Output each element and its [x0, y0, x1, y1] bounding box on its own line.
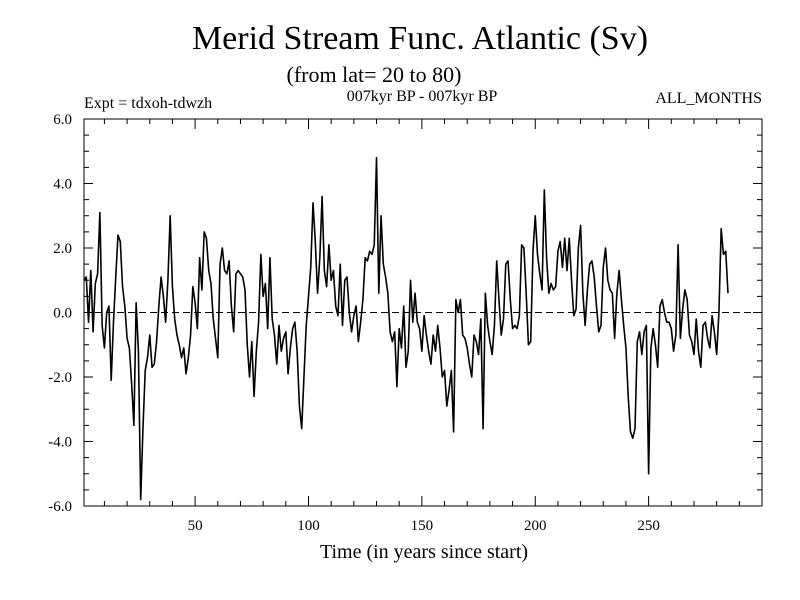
y-tick-label: 0.0 — [53, 306, 72, 322]
chart-title: Merid Stream Func. Atlantic (Sv) — [192, 20, 648, 57]
y-tick-label: -4.0 — [48, 435, 72, 451]
months-label: ALL_MONTHS — [655, 90, 762, 107]
x-tick-label: 100 — [297, 518, 320, 534]
y-tick-label: 2.0 — [53, 241, 72, 257]
expt-label: Expt = tdxoh-tdwzh — [84, 95, 212, 112]
plot-frame — [83, 118, 763, 507]
y-tick-label: -6.0 — [48, 499, 72, 515]
x-tick-label: 50 — [188, 518, 203, 534]
x-tick-label: 200 — [524, 518, 547, 534]
period-label: 007kyr BP - 007kyr BP — [347, 88, 498, 105]
x-tick-label: 250 — [637, 518, 660, 534]
x-axis-title: Time (in years since start) — [320, 541, 528, 563]
y-tick-label: -2.0 — [48, 370, 72, 386]
x-tick-label: 150 — [411, 518, 434, 534]
y-tick-label: 6.0 — [53, 112, 72, 128]
series-line-0 — [83, 156, 729, 501]
chart-subtitle: (from lat= 20 to 80) — [287, 62, 462, 87]
series-layer — [83, 156, 729, 501]
y-tick-label: 4.0 — [53, 177, 72, 193]
